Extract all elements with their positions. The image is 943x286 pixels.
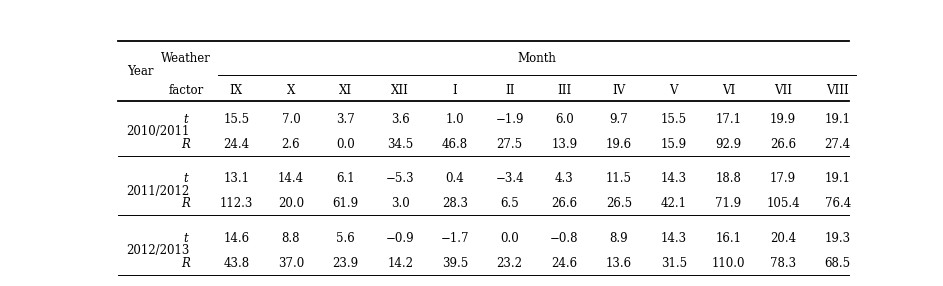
Text: 11.5: 11.5 [606,172,632,185]
Text: R: R [181,257,190,270]
Text: −1.7: −1.7 [440,232,470,245]
Text: 14.4: 14.4 [278,172,304,185]
Text: 3.6: 3.6 [391,113,409,126]
Text: 37.0: 37.0 [278,257,304,270]
Text: 112.3: 112.3 [220,197,253,210]
Text: XII: XII [391,84,409,97]
Text: 14.6: 14.6 [223,232,249,245]
Text: 39.5: 39.5 [442,257,468,270]
Text: 20.4: 20.4 [770,232,796,245]
Text: −5.3: −5.3 [386,172,415,185]
Text: Month: Month [518,52,556,65]
Text: 0.0: 0.0 [337,138,355,151]
Text: 76.4: 76.4 [824,197,851,210]
Text: 3.0: 3.0 [391,197,409,210]
Text: 19.6: 19.6 [606,138,632,151]
Text: VII: VII [774,84,792,97]
Text: 19.9: 19.9 [770,113,796,126]
Text: 5.6: 5.6 [337,232,355,245]
Text: V: V [670,84,678,97]
Text: VI: VI [721,84,735,97]
Text: 27.4: 27.4 [825,138,851,151]
Text: 14.3: 14.3 [661,172,687,185]
Text: III: III [557,84,571,97]
Text: factor: factor [168,84,204,97]
Text: 27.5: 27.5 [497,138,522,151]
Text: 15.5: 15.5 [223,113,249,126]
Text: 17.1: 17.1 [716,113,741,126]
Text: 19.1: 19.1 [825,172,851,185]
Text: 61.9: 61.9 [333,197,358,210]
Text: 42.1: 42.1 [661,197,687,210]
Text: 23.2: 23.2 [497,257,522,270]
Text: t: t [184,232,189,245]
Text: t: t [184,172,189,185]
Text: Weather: Weather [161,52,211,65]
Text: I: I [453,84,457,97]
Text: 26.5: 26.5 [606,197,632,210]
Text: 110.0: 110.0 [712,257,745,270]
Text: 15.5: 15.5 [661,113,687,126]
Text: −3.4: −3.4 [495,172,524,185]
Text: 8.9: 8.9 [610,232,628,245]
Text: 2.6: 2.6 [282,138,300,151]
Text: 19.3: 19.3 [825,232,851,245]
Text: II: II [505,84,515,97]
Text: XI: XI [339,84,352,97]
Text: 2010/2011: 2010/2011 [126,125,190,138]
Text: 71.9: 71.9 [716,197,741,210]
Text: −0.8: −0.8 [550,232,579,245]
Text: 34.5: 34.5 [388,138,413,151]
Text: 17.9: 17.9 [770,172,796,185]
Text: 13.1: 13.1 [223,172,249,185]
Text: −0.9: −0.9 [386,232,415,245]
Text: t: t [184,113,189,126]
Text: 7.0: 7.0 [282,113,300,126]
Text: 24.6: 24.6 [552,257,577,270]
Text: 9.7: 9.7 [609,113,628,126]
Text: 2011/2012: 2011/2012 [126,185,190,198]
Text: 14.2: 14.2 [388,257,413,270]
Text: −1.9: −1.9 [495,113,524,126]
Text: X: X [287,84,295,97]
Text: 6.5: 6.5 [501,197,519,210]
Text: IX: IX [230,84,243,97]
Text: 105.4: 105.4 [767,197,800,210]
Text: 18.8: 18.8 [716,172,741,185]
Text: 3.7: 3.7 [337,113,355,126]
Text: 8.8: 8.8 [282,232,300,245]
Text: 78.3: 78.3 [770,257,796,270]
Text: 19.1: 19.1 [825,113,851,126]
Text: 0.0: 0.0 [501,232,519,245]
Text: Year: Year [126,65,153,78]
Text: 28.3: 28.3 [442,197,468,210]
Text: 23.9: 23.9 [333,257,358,270]
Text: 6.0: 6.0 [555,113,573,126]
Text: 26.6: 26.6 [770,138,796,151]
Text: 15.9: 15.9 [661,138,687,151]
Text: VIII: VIII [826,84,849,97]
Text: 0.4: 0.4 [446,172,464,185]
Text: 14.3: 14.3 [661,232,687,245]
Text: 13.9: 13.9 [552,138,577,151]
Text: 6.1: 6.1 [337,172,355,185]
Text: 43.8: 43.8 [223,257,249,270]
Text: 92.9: 92.9 [716,138,741,151]
Text: 26.6: 26.6 [552,197,577,210]
Text: 24.4: 24.4 [223,138,249,151]
Text: IV: IV [612,84,625,97]
Text: 68.5: 68.5 [825,257,851,270]
Text: R: R [181,197,190,210]
Text: 4.3: 4.3 [555,172,573,185]
Text: 31.5: 31.5 [661,257,687,270]
Text: R: R [181,138,190,151]
Text: 2012/2013: 2012/2013 [126,244,190,257]
Text: 13.6: 13.6 [606,257,632,270]
Text: 16.1: 16.1 [716,232,741,245]
Text: 46.8: 46.8 [442,138,468,151]
Text: 1.0: 1.0 [446,113,464,126]
Text: 20.0: 20.0 [278,197,304,210]
